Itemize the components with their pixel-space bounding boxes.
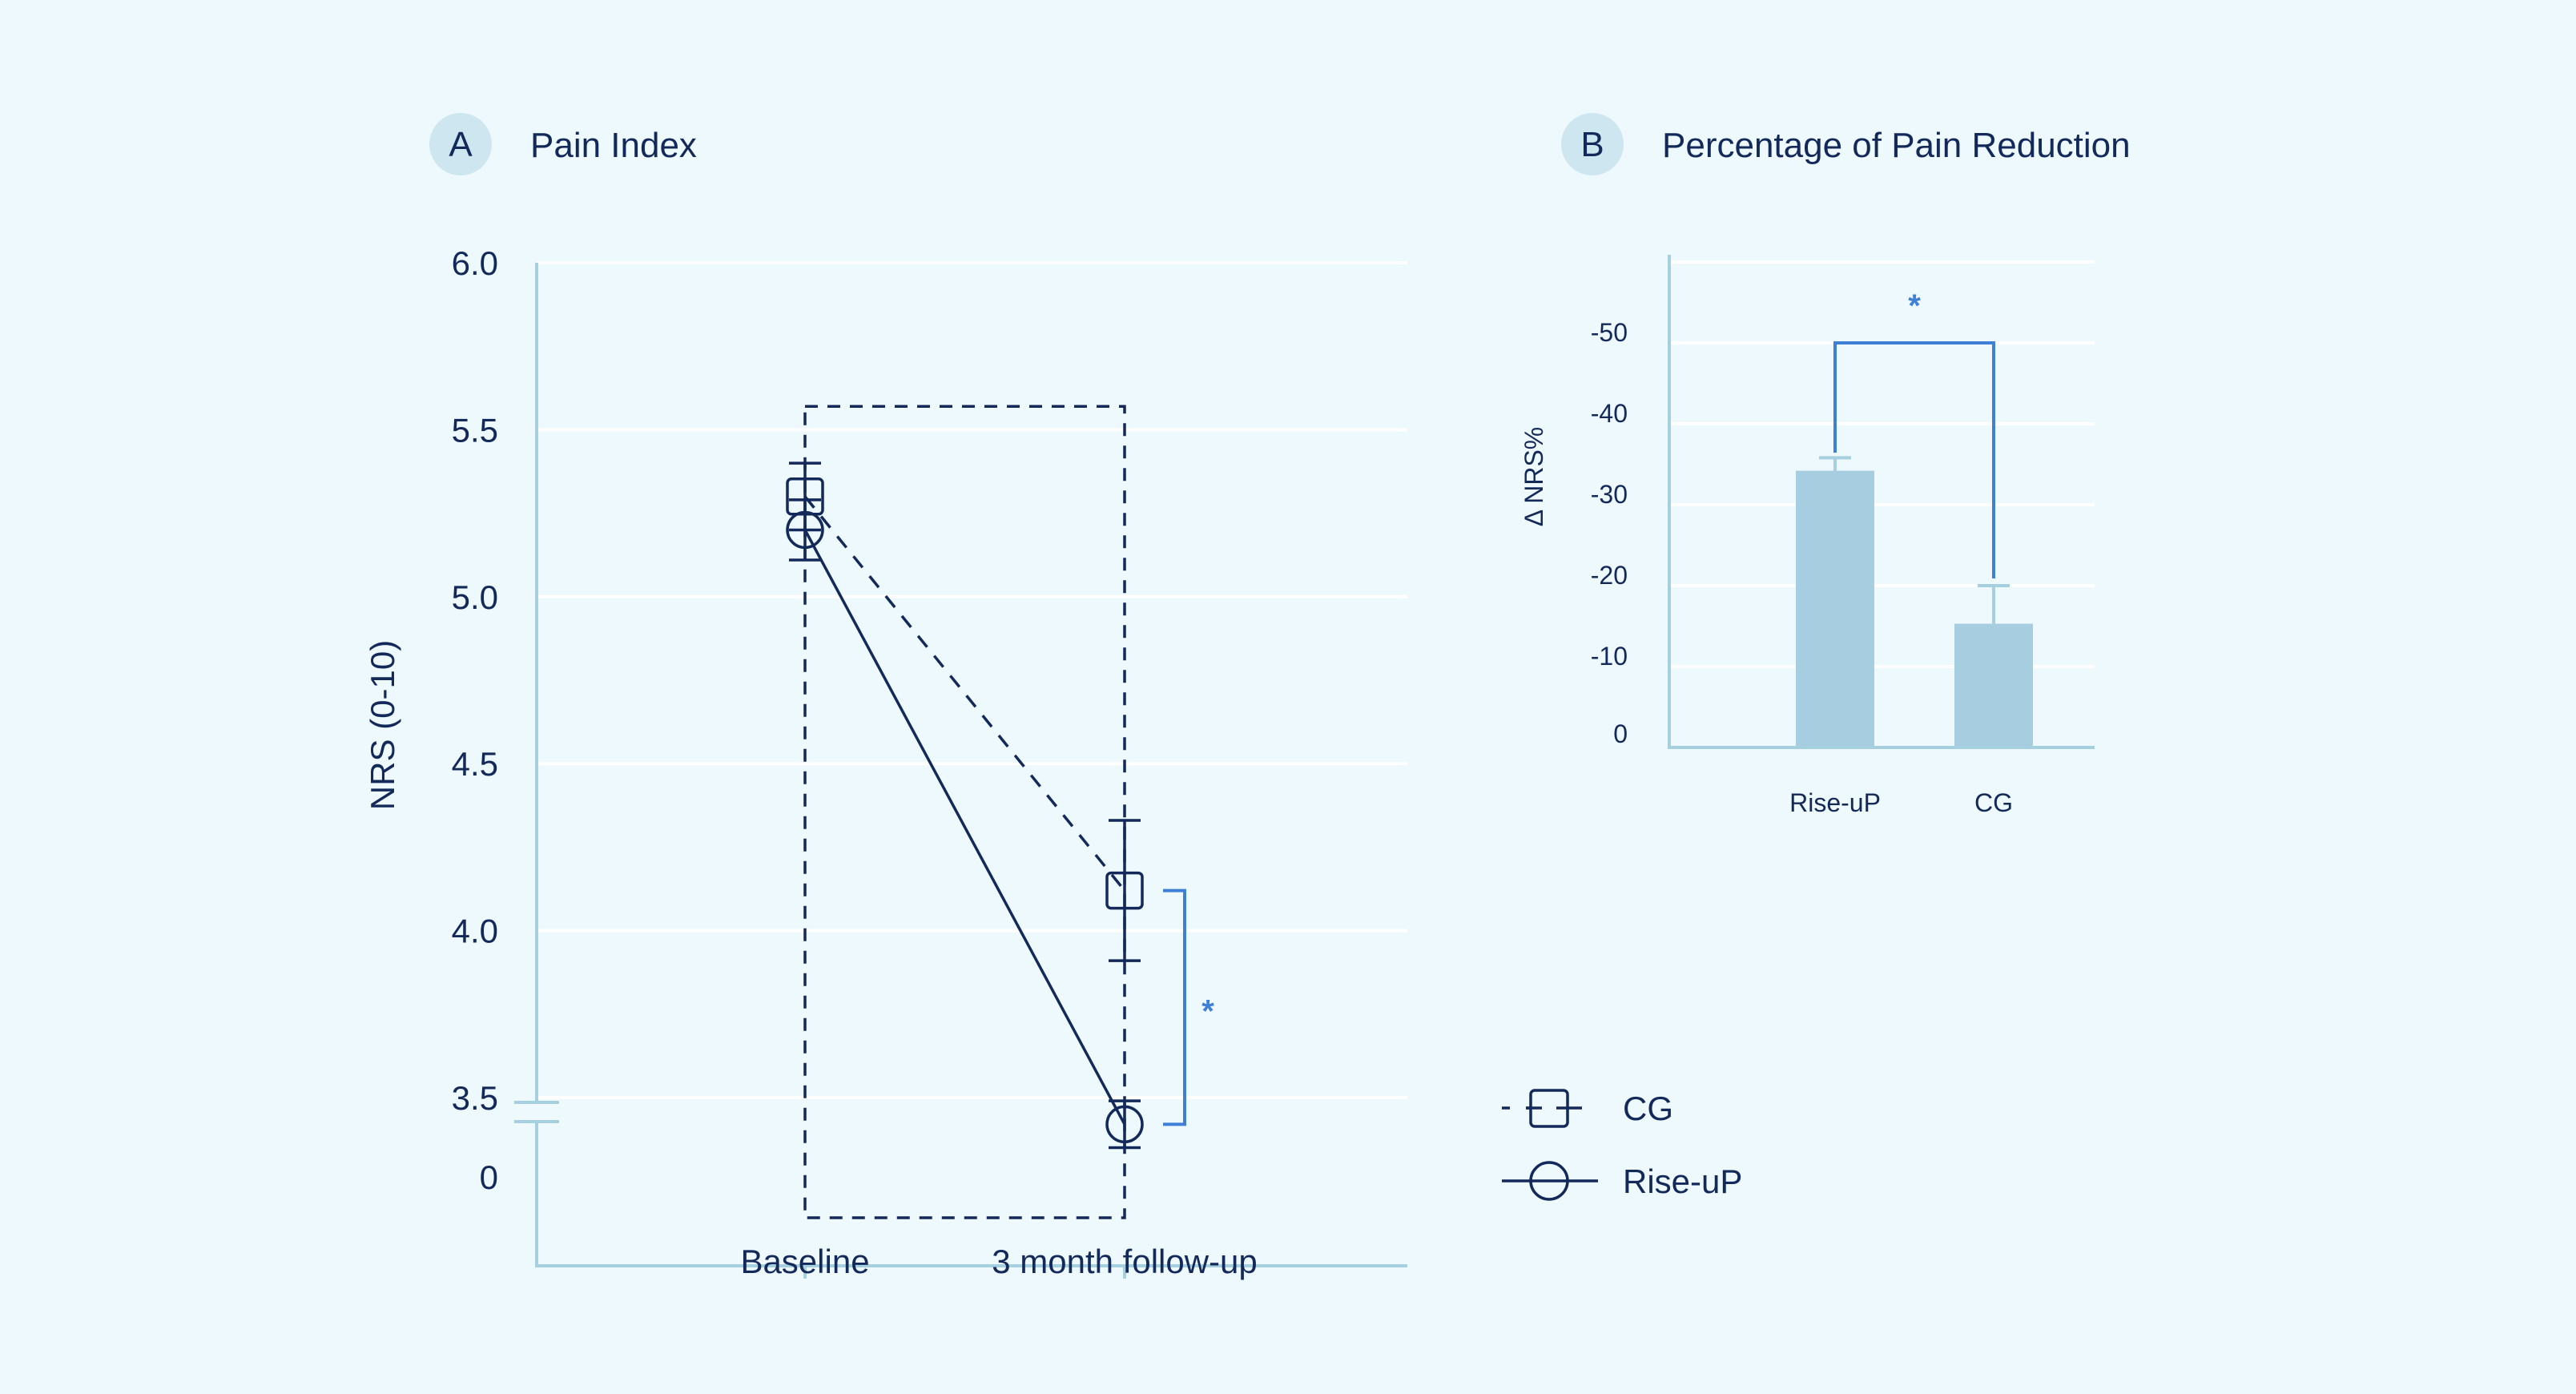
error-bar (1978, 584, 2010, 624)
circle-marker-icon (1529, 1161, 1569, 1201)
panel-a-title: Pain Index (530, 126, 697, 165)
y-tick-label: 4.5 (452, 745, 498, 783)
series-line-rise-up (803, 529, 1126, 1126)
axes (1668, 255, 2095, 749)
y-tick-label: -10 (1591, 642, 1628, 671)
y-tick-label: 3.5 (452, 1079, 498, 1117)
y-tick-label: 0 (1613, 719, 1628, 748)
panel-b-title: Percentage of Pain Reduction (1662, 126, 2131, 165)
y-tick-label: 0 (480, 1158, 498, 1196)
y-tick-label: 5.0 (452, 578, 498, 616)
error-bar (1109, 1099, 1141, 1150)
significance-bracket (1833, 341, 1995, 578)
legend-cg-label: CG (1623, 1090, 1673, 1127)
y-tick-label: 5.5 (452, 411, 498, 449)
bar-cg (1954, 623, 2033, 747)
legend-item-cg: CG (1502, 1089, 1673, 1128)
data-point-circle (1105, 1105, 1144, 1144)
y-tick-label: -20 (1591, 561, 1628, 590)
x-tick-label: 3 month follow-up (992, 1243, 1258, 1280)
error-bar (789, 498, 821, 562)
panel-a-letter: A (449, 125, 473, 164)
data-point-square (1105, 871, 1144, 910)
y-tick-label: 4.0 (452, 913, 498, 950)
legend-rise-up-label: Rise-uP (1623, 1162, 1742, 1200)
panel-b-badge (1561, 113, 1624, 175)
significance-bracket (1163, 888, 1186, 1126)
significance-asterisk: * (1908, 288, 1921, 324)
bar-rise-up (1796, 470, 1874, 747)
y-tick-label: -40 (1591, 399, 1628, 428)
x-tick-label: Baseline (740, 1243, 869, 1280)
panel-a-y-axis-title: NRS (0-10) (364, 640, 401, 810)
y-axis (535, 263, 1407, 1267)
x-tick-label: Rise-uP (1789, 788, 1881, 817)
x-tick-label: CG (1974, 788, 2013, 817)
data-point-circle (786, 510, 824, 550)
y-tick-label: -30 (1591, 480, 1628, 509)
y-tick-label: 6.0 (452, 244, 498, 282)
panel-b-y-axis-title: Δ NRS% (1519, 427, 1548, 527)
error-bar (1819, 456, 1851, 471)
panel-b-letter: B (1580, 125, 1604, 164)
panel-a-badge (429, 113, 492, 175)
panel-a-plot: 0 3.5 4.0 4.5 5.0 5.5 6.0 Baseline 3 month follo… (452, 244, 1407, 1280)
series-line-cg (803, 495, 1126, 892)
legend-item-rise-up: Rise-uP (1502, 1161, 1742, 1201)
error-bar (1109, 819, 1141, 962)
legend: CG Rise-uP (1502, 1089, 1742, 1201)
dashed-highlight-box (803, 405, 1126, 1219)
significance-asterisk: * (1201, 993, 1214, 1029)
y-tick-label: -50 (1591, 318, 1628, 347)
panel-b-plot: Rise-uP CG 0 -10 -20 -30 -40 -50 * (1591, 255, 2095, 817)
